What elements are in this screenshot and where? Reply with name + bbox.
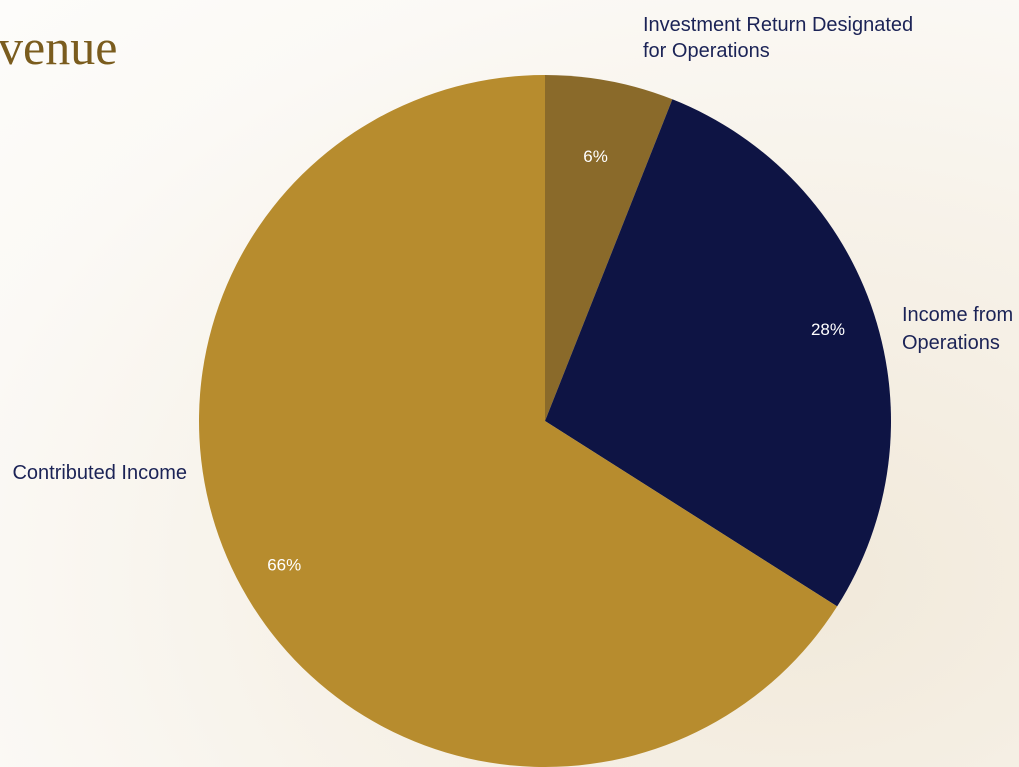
- pie-slices: [199, 75, 891, 767]
- pie-value-labels: 6% 28% 66%: [267, 147, 845, 574]
- pie-category-label-line: Operations: [902, 332, 1000, 354]
- pie-category-label-line: Income from: [902, 304, 1013, 326]
- pie-value-label: 6%: [583, 147, 608, 166]
- pie-category-label-line: for Operations: [643, 40, 770, 62]
- pie-category-label: Income from Operations: [902, 304, 1013, 354]
- pie-value-label: 66%: [267, 555, 301, 574]
- pie-category-label: Investment Return Designated for Operatio…: [643, 14, 913, 62]
- pie-category-label: Contributed Income: [12, 462, 187, 484]
- pie-category-labels: Investment Return Designated for Operatio…: [12, 14, 1013, 484]
- pie-category-label-line: Contributed Income: [12, 462, 187, 484]
- pie-slice-investment-return-designated-for-operations: [545, 75, 673, 421]
- pie-category-label-line: Investment Return Designated: [643, 14, 913, 36]
- pie-slice-income-from-operations: [545, 99, 891, 607]
- page-title: venue: [0, 19, 118, 75]
- pie-value-label: 28%: [811, 320, 845, 339]
- pie-slice-contributed-income: [199, 75, 838, 767]
